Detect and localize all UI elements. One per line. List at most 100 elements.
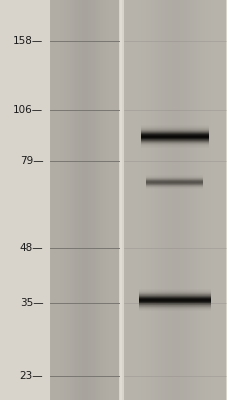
Bar <box>201 0 203 400</box>
Bar <box>54 0 56 400</box>
Bar <box>198 0 200 400</box>
Bar <box>72 0 73 400</box>
Bar <box>93 0 94 400</box>
Bar <box>111 0 112 400</box>
Bar <box>117 0 118 400</box>
Bar <box>110 0 111 400</box>
Bar <box>60 0 61 400</box>
Bar <box>67 0 68 400</box>
Bar <box>144 0 146 400</box>
Bar <box>114 0 115 400</box>
Bar <box>132 0 134 400</box>
Text: 23—: 23— <box>20 371 43 381</box>
Bar <box>99 0 100 400</box>
Bar <box>174 0 176 400</box>
Bar <box>188 0 189 400</box>
Bar <box>137 0 139 400</box>
Bar <box>194 0 196 400</box>
Bar <box>181 0 183 400</box>
Bar <box>186 0 188 400</box>
Bar <box>62 0 64 400</box>
Bar <box>134 0 136 400</box>
Bar <box>216 0 218 400</box>
Bar <box>176 0 178 400</box>
Bar <box>79 0 81 400</box>
Bar <box>213 0 215 400</box>
Bar <box>50 0 51 400</box>
Bar <box>166 0 168 400</box>
Bar <box>171 0 173 400</box>
Bar <box>146 0 147 400</box>
Bar <box>78 0 79 400</box>
Bar <box>95 0 96 400</box>
Bar <box>94 0 95 400</box>
Bar <box>221 0 223 400</box>
Bar <box>73 0 74 400</box>
Bar <box>64 0 65 400</box>
Bar <box>161 0 163 400</box>
Bar <box>141 0 142 400</box>
Bar <box>210 0 211 400</box>
Bar <box>124 0 125 400</box>
Text: 35—: 35— <box>20 298 43 308</box>
Bar <box>168 0 169 400</box>
Bar <box>116 0 117 400</box>
Bar <box>156 0 157 400</box>
Bar <box>65 0 66 400</box>
Bar <box>58 0 59 400</box>
Bar <box>84 0 85 400</box>
Bar <box>159 0 161 400</box>
Bar <box>191 0 193 400</box>
Bar <box>169 0 171 400</box>
Bar <box>163 0 164 400</box>
Bar <box>77 0 78 400</box>
Bar <box>83 0 84 400</box>
Text: 48—: 48— <box>20 243 43 253</box>
Bar <box>70 0 72 400</box>
Bar <box>154 0 156 400</box>
Text: 79—: 79— <box>20 156 43 166</box>
Bar <box>51 0 52 400</box>
Bar <box>89 0 90 400</box>
Bar <box>149 0 151 400</box>
Bar <box>98 0 99 400</box>
Bar <box>200 0 201 400</box>
Bar <box>205 0 206 400</box>
Bar <box>91 0 92 400</box>
Bar <box>66 0 67 400</box>
Text: 106—: 106— <box>13 105 43 115</box>
Bar <box>87 0 89 400</box>
Bar <box>61 0 62 400</box>
Bar <box>178 0 179 400</box>
Bar <box>193 0 194 400</box>
Bar <box>92 0 93 400</box>
Bar <box>101 0 102 400</box>
Bar <box>136 0 137 400</box>
Bar <box>96 0 98 400</box>
Bar <box>68 0 69 400</box>
Bar <box>86 0 87 400</box>
Bar <box>147 0 149 400</box>
Text: 158—: 158— <box>13 36 43 46</box>
Bar <box>125 0 127 400</box>
Bar <box>102 0 103 400</box>
Bar <box>203 0 205 400</box>
Bar <box>164 0 166 400</box>
Bar <box>56 0 57 400</box>
Bar <box>90 0 91 400</box>
Bar <box>189 0 191 400</box>
Bar <box>157 0 159 400</box>
Bar <box>184 0 186 400</box>
Bar <box>206 0 208 400</box>
Bar <box>81 0 82 400</box>
Bar <box>59 0 60 400</box>
Bar <box>142 0 144 400</box>
Bar <box>112 0 114 400</box>
Bar <box>218 0 220 400</box>
Bar <box>211 0 213 400</box>
Bar <box>208 0 210 400</box>
Bar <box>127 0 129 400</box>
Bar <box>151 0 152 400</box>
Bar <box>53 0 54 400</box>
Bar <box>50 0 118 400</box>
